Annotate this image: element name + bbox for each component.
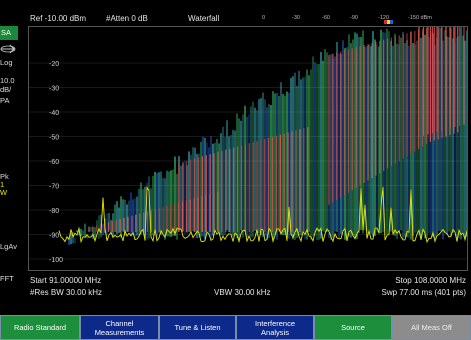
- left-status-strip: SA Log 10.0 dB/ PA Pk 1 W LgAv FFT: [0, 12, 27, 300]
- y-axis-tick-label: -30: [49, 86, 59, 93]
- y-axis-tick-label: -90: [49, 233, 59, 240]
- scale-per-div-label: 10.0 dB/: [0, 76, 15, 94]
- start-frequency[interactable]: Start 91.00000 MHz: [30, 276, 102, 285]
- trace-detector-label: Pk: [0, 172, 9, 181]
- radio-standard-button[interactable]: Radio Standard: [0, 315, 80, 340]
- stop-frequency[interactable]: Stop 108.0000 MHz: [395, 276, 466, 285]
- waterfall-display: -20 -30 -40 -50 -60 -70 -80 -90 -100: [29, 27, 467, 264]
- y-axis-tick-label: -80: [49, 208, 59, 215]
- y-axis-tick-label: -50: [49, 135, 59, 142]
- color-scale-tick: -90: [350, 15, 358, 21]
- measurement-header: Ref -10.00 dBm #Atten 0 dB Waterfall 0 -3…: [28, 12, 468, 26]
- attenuation[interactable]: #Atten 0 dB: [106, 14, 148, 23]
- live-trace-line: [58, 186, 467, 244]
- source-button[interactable]: Source: [314, 315, 392, 340]
- sweep-settings: Start 91.00000 MHz Stop 108.0000 MHz #Re…: [28, 274, 468, 304]
- y-axis-tick-label: -70: [49, 184, 59, 191]
- reference-level[interactable]: Ref -10.00 dBm: [30, 14, 87, 23]
- color-scale-tick: -60: [322, 15, 330, 21]
- mode-badge[interactable]: SA: [0, 26, 18, 40]
- preamp-label: PA: [0, 96, 10, 105]
- color-scale-tick: -150 dBm: [408, 15, 432, 21]
- tune-and-listen-button[interactable]: Tune & Listen: [159, 315, 236, 340]
- sweep-type-label: FFT: [0, 274, 14, 283]
- channel-measurements-button[interactable]: Channel Measurements: [80, 315, 159, 340]
- interference-analysis-button[interactable]: Interference Analysis: [236, 315, 314, 340]
- y-axis-tick-label: -60: [49, 159, 59, 166]
- y-axis-tick-label: -100: [49, 257, 63, 264]
- average-type-label: LgAv: [0, 242, 17, 251]
- trace-number-label: 1: [0, 180, 5, 189]
- color-scale-tick: -120: [378, 15, 389, 21]
- resolution-bandwidth[interactable]: #Res BW 30.00 kHz: [30, 288, 103, 297]
- color-scale-tick: 0: [262, 15, 265, 21]
- waterfall-plot[interactable]: -20 -30 -40 -50 -60 -70 -80 -90 -100: [28, 26, 468, 271]
- y-axis-tick-label: -40: [49, 110, 59, 117]
- softkey-bar: Radio Standard Channel Measurements Tune …: [0, 315, 471, 340]
- trace-mode-label: W: [0, 188, 8, 197]
- scale-type-label: Log: [0, 58, 13, 67]
- waterfall-color-scale: 0 -30 -60 -90 -120 -150 dBm: [262, 15, 432, 24]
- sweep-time[interactable]: Swp 77.00 ms (401 pts): [381, 288, 466, 297]
- view-mode[interactable]: Waterfall: [188, 14, 220, 23]
- sweep-indicator-icon: [0, 44, 16, 54]
- all-meas-off-button[interactable]: All Meas Off: [392, 315, 471, 340]
- y-axis-tick-label: -20: [49, 61, 59, 68]
- color-scale-tick: -30: [292, 15, 300, 21]
- video-bandwidth[interactable]: VBW 30.00 kHz: [214, 288, 271, 297]
